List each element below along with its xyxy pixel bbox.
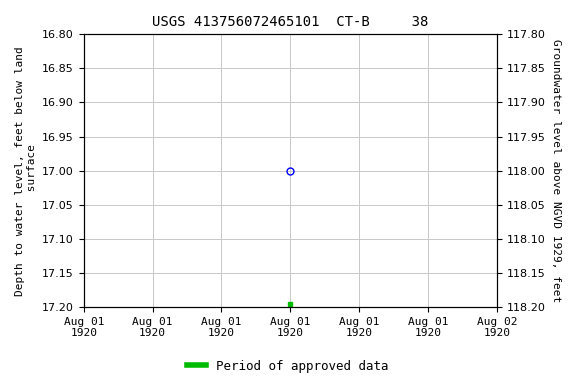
Legend: Period of approved data: Period of approved data <box>183 355 393 378</box>
Y-axis label: Depth to water level, feet below land
 surface: Depth to water level, feet below land su… <box>15 46 37 296</box>
Title: USGS 413756072465101  CT-B     38: USGS 413756072465101 CT-B 38 <box>152 15 429 29</box>
Y-axis label: Groundwater level above NGVD 1929, feet: Groundwater level above NGVD 1929, feet <box>551 39 561 302</box>
